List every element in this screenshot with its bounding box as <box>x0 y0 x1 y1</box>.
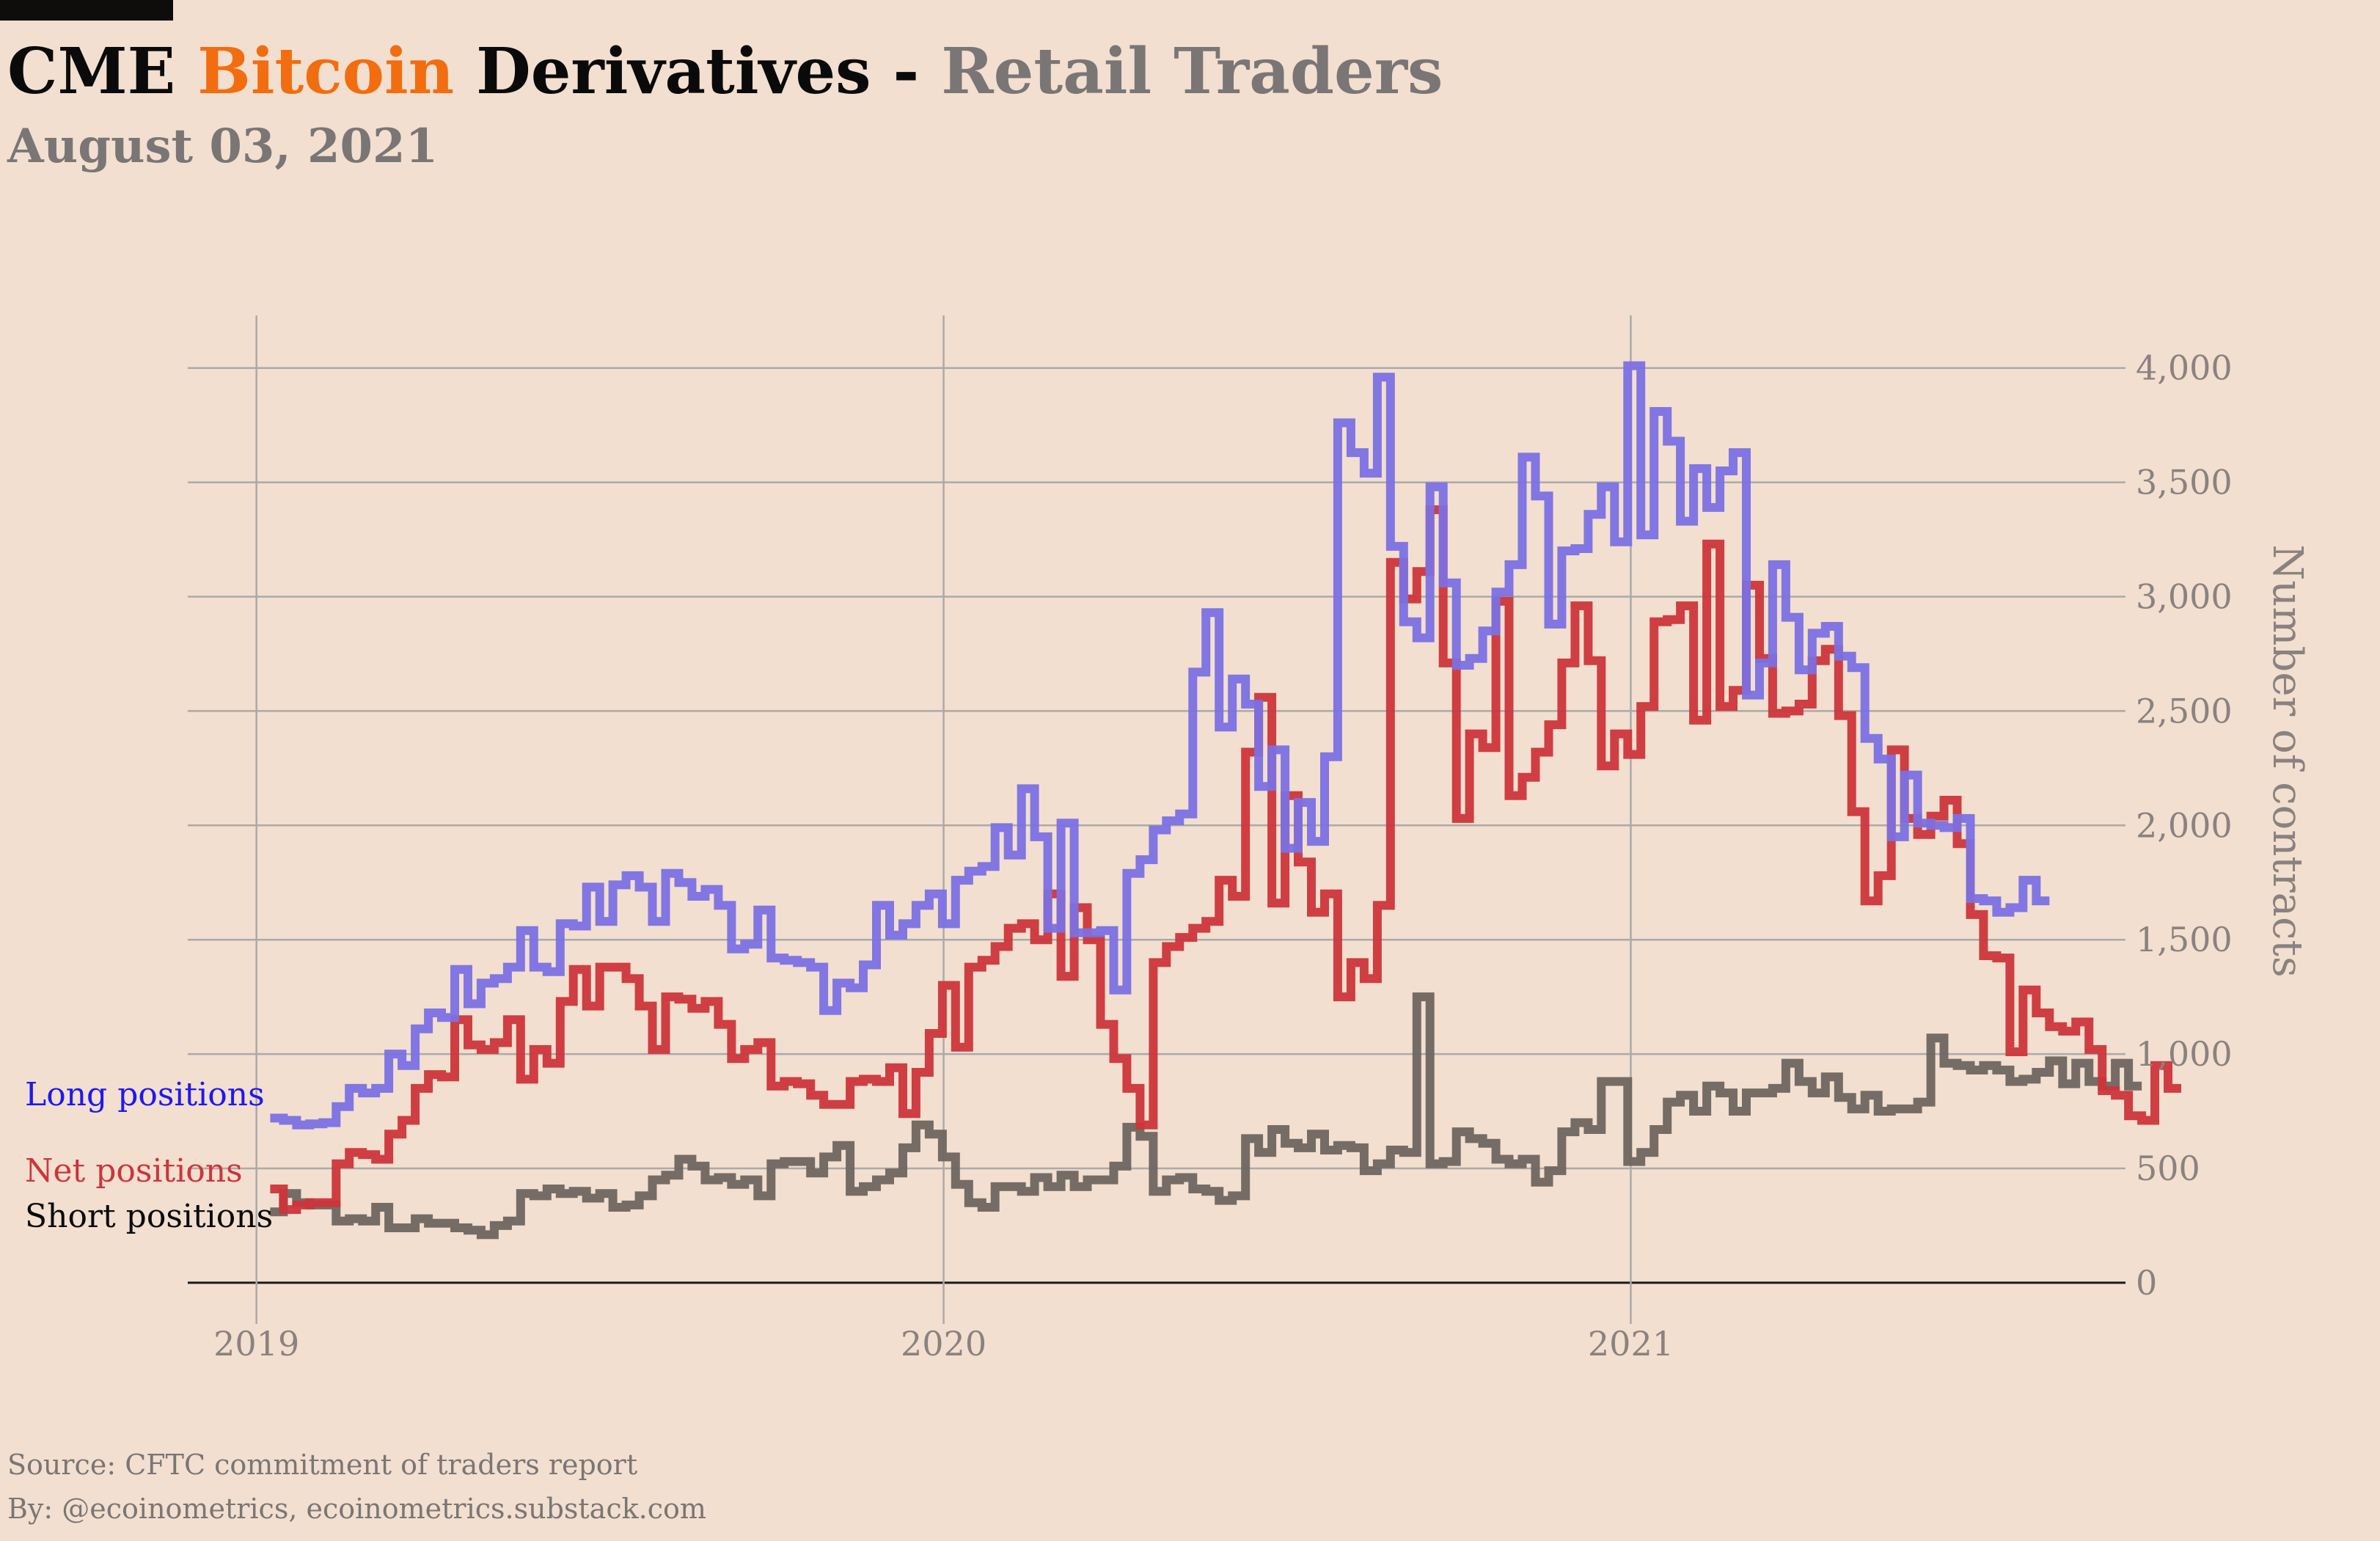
y-tick-label: 500 <box>2136 1149 2200 1188</box>
y-tick-label: 0 <box>2136 1263 2157 1303</box>
title-cme: CME <box>7 34 176 109</box>
title-bitcoin: Bitcoin <box>197 34 455 109</box>
y-tick-label: 2,000 <box>2136 805 2233 845</box>
top-accent-bar <box>0 0 173 21</box>
legend-layer: Long positions Net positions Short positio… <box>25 1076 273 1235</box>
title-derivatives: Derivatives - <box>476 34 920 109</box>
x-tick-label: 2021 <box>1588 1324 1674 1364</box>
legend-long-positions: Long positions <box>25 1076 265 1113</box>
title-retail-traders: Retail Traders <box>941 34 1443 109</box>
series-net-positions <box>270 505 2181 1215</box>
y-tick-label: 1,500 <box>2136 920 2233 959</box>
byline-note: By: @ecoinometrics, ecoinometrics.substa… <box>7 1493 706 1525</box>
y-tick-label: 3,000 <box>2136 577 2233 617</box>
series-long-positions <box>270 361 2050 1130</box>
y-tick-label: 4,000 <box>2136 348 2233 388</box>
x-tick-label: 2019 <box>213 1324 299 1364</box>
chart-title: CME Bitcoin Derivatives - Retail Traders <box>7 21 1443 123</box>
ticks-layer: 0 500 1,000 1,500 2,000 2,500 3,000 3,500 4,000 2… <box>213 348 2233 1364</box>
y-tick-label: 2,500 <box>2136 691 2233 731</box>
y-axis-label: Number of contracts <box>2263 544 2311 977</box>
source-note: Source: CFTC commitment of traders repor… <box>7 1449 638 1481</box>
x-tick-label: 2020 <box>901 1324 986 1364</box>
series-short-positions <box>270 992 2142 1240</box>
legend-net-positions: Net positions <box>25 1152 243 1190</box>
y-tick-label: 1,000 <box>2136 1034 2233 1074</box>
y-tick-label: 3,500 <box>2136 463 2233 502</box>
legend-short-positions: Short positions <box>25 1198 273 1235</box>
series-layer <box>270 361 2181 1240</box>
chart-subtitle: August 03, 2021 <box>7 119 439 174</box>
